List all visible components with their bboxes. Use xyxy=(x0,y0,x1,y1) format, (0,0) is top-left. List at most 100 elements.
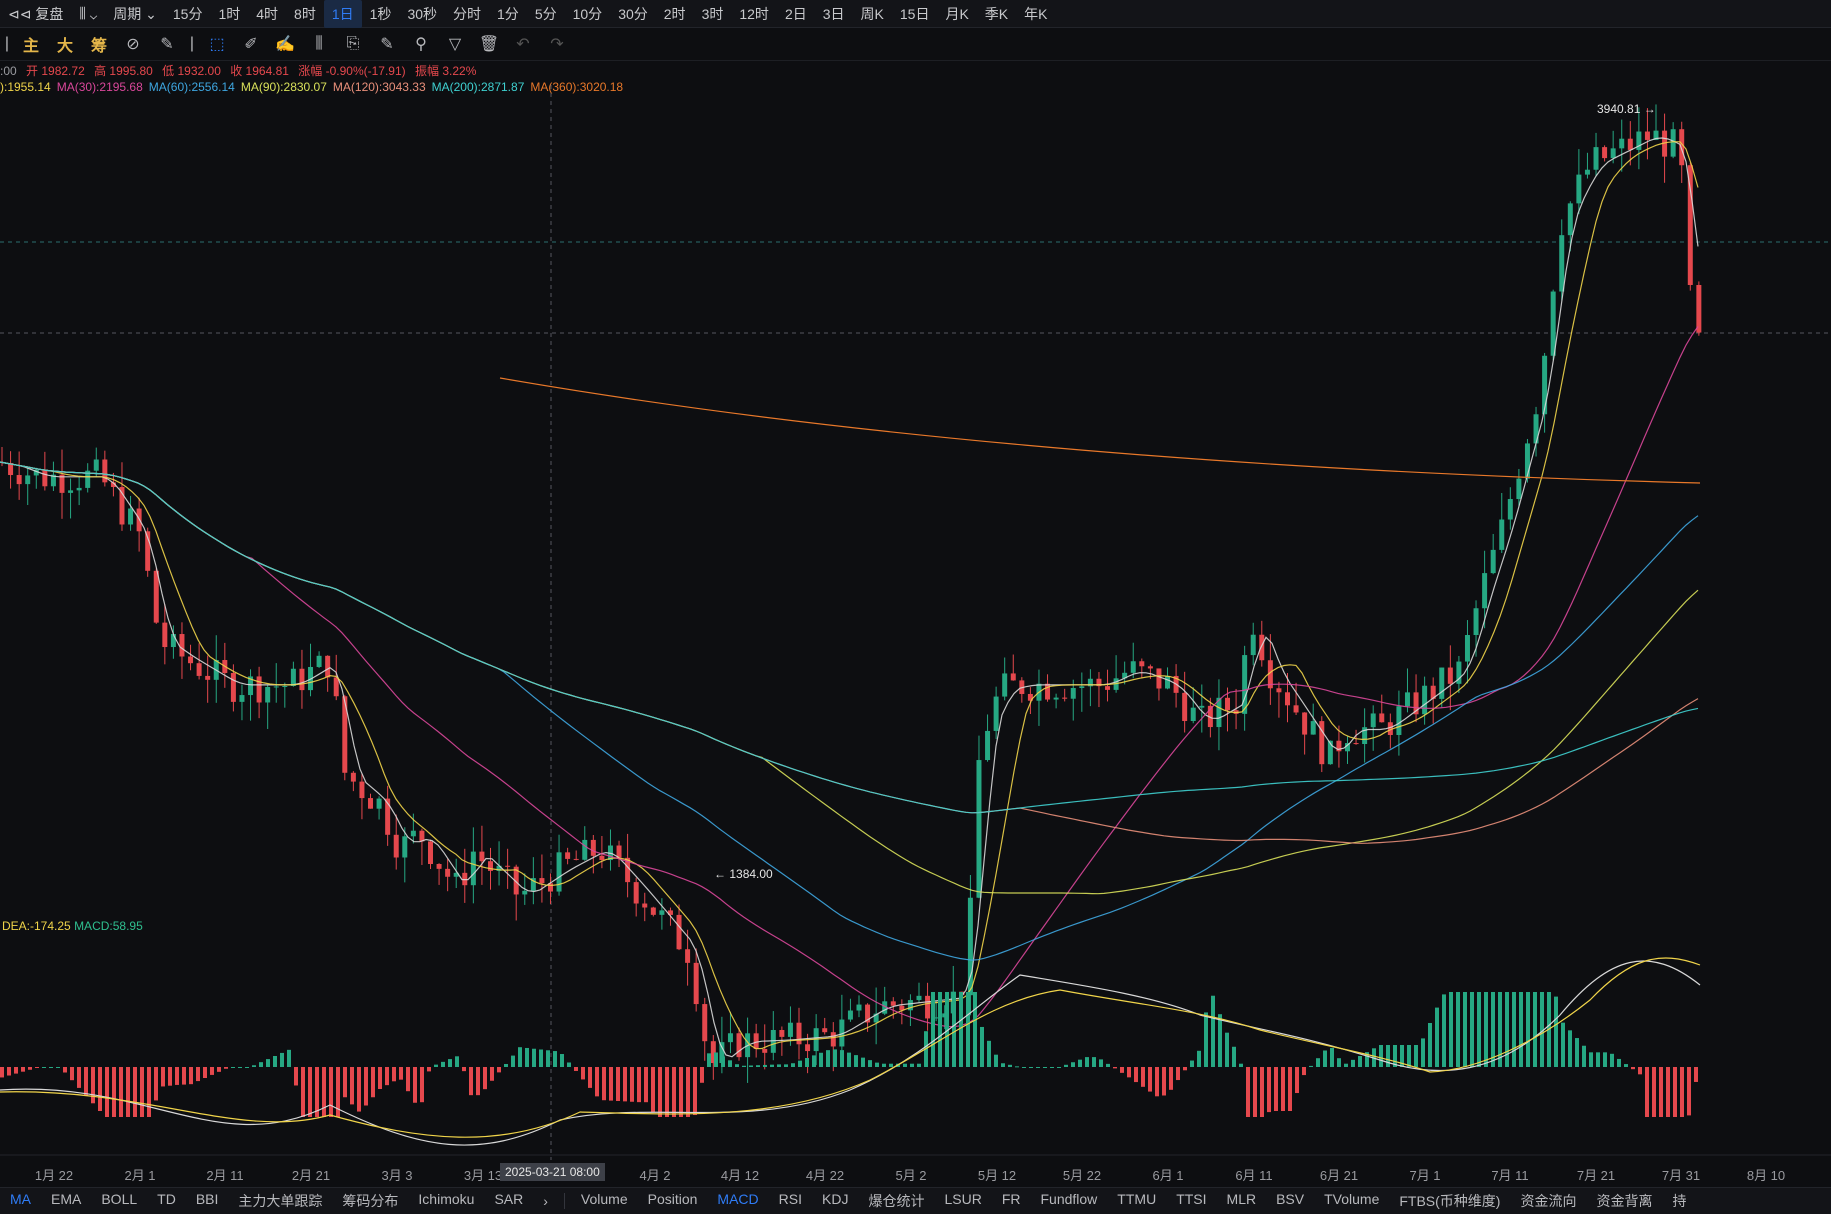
sub-indicator-tab[interactable]: FTBS(币种维度) xyxy=(1399,1193,1501,1209)
macd-bar xyxy=(1085,1057,1089,1067)
sub-indicator-tab[interactable]: Volume xyxy=(580,1191,628,1207)
candle-body xyxy=(822,1028,828,1033)
macd-bar xyxy=(931,992,935,1067)
macd-bar xyxy=(623,1067,627,1102)
sub-indicator-tab[interactable]: LSUR xyxy=(944,1191,982,1207)
candle-body xyxy=(625,857,631,883)
candle-body xyxy=(1276,688,1282,693)
sub-indicator-tab[interactable]: FR xyxy=(1001,1191,1021,1207)
ma-line xyxy=(0,141,1699,1050)
sub-indicator-tab[interactable]: TTSI xyxy=(1176,1191,1207,1207)
main-indicator-tab[interactable]: SAR xyxy=(494,1191,524,1207)
macd-bar xyxy=(28,1067,32,1070)
interval-tab[interactable]: 分时 xyxy=(453,5,482,22)
macd-bar xyxy=(987,1040,991,1067)
interval-tab[interactable]: 1时 xyxy=(218,5,241,22)
note-icon[interactable]: ✎ xyxy=(380,36,394,53)
main-indicator-tab[interactable]: 主力大单跟踪 xyxy=(238,1193,323,1209)
draw-icon[interactable]: ✍ xyxy=(275,36,295,53)
interval-tab[interactable]: 2时 xyxy=(663,5,686,22)
main-indicator-tab[interactable]: Ichimoku xyxy=(418,1191,475,1207)
main-chart-button[interactable]: 主 xyxy=(22,38,39,55)
interval-tab[interactable]: 4时 xyxy=(256,5,279,22)
candle-body xyxy=(33,469,39,476)
sub-indicator-tab[interactable]: TTMU xyxy=(1117,1191,1157,1207)
sub-indicator-tab[interactable]: TVolume xyxy=(1324,1191,1380,1207)
filter-icon[interactable]: ▽ xyxy=(448,36,462,53)
candle-body xyxy=(1259,634,1265,661)
macd-bar xyxy=(1036,1067,1040,1068)
interval-tab[interactable]: 年K xyxy=(1024,5,1048,22)
main-indicator-tab[interactable]: TD xyxy=(157,1191,176,1207)
undo-icon[interactable]: ↶ xyxy=(516,36,530,53)
macd-bar xyxy=(1211,995,1215,1067)
macd-bar xyxy=(1582,1045,1586,1067)
interval-tab[interactable]: 3日 xyxy=(822,5,845,22)
interval-tab[interactable]: 季K xyxy=(984,5,1009,22)
sub-indicator-tab[interactable]: 资金背离 xyxy=(1596,1193,1653,1209)
magic-icon[interactable]: ⚲ xyxy=(415,36,427,53)
candle-body xyxy=(1507,499,1513,520)
replay-button[interactable]: ⊲⊲ 复盘 xyxy=(8,5,64,22)
sub-indicator-tab[interactable]: Position xyxy=(647,1191,698,1207)
sub-indicator-tab[interactable]: BSV xyxy=(1276,1191,1305,1207)
brush-icon[interactable]: ✎ xyxy=(160,36,174,53)
bars-icon[interactable]: ⫼ xyxy=(315,35,323,52)
macd-bar xyxy=(770,1064,774,1067)
copy-icon[interactable]: ⎘ xyxy=(346,35,360,52)
chart-type-dropdown[interactable]: ⫼ ⌄ xyxy=(79,5,98,21)
main-indicator-tab[interactable]: EMA xyxy=(51,1191,82,1207)
sub-indicator-tab[interactable]: MACD xyxy=(717,1191,759,1207)
sub-indicator-tab[interactable]: 资金流向 xyxy=(1520,1193,1577,1209)
macd-bar xyxy=(1449,992,1453,1067)
redo-icon[interactable]: ↷ xyxy=(550,36,564,53)
interval-tab[interactable]: 15分 xyxy=(172,5,203,22)
macd-bar xyxy=(966,992,970,1067)
macd-bar xyxy=(910,1063,914,1067)
candle-body xyxy=(1362,727,1368,745)
sub-indicator-tab[interactable]: KDJ xyxy=(822,1191,849,1207)
trash-icon[interactable]: 🗑 xyxy=(478,36,500,53)
macd-bar xyxy=(812,1055,816,1067)
chip-button[interactable]: 筹 xyxy=(90,38,107,55)
sub-indicator-tab[interactable]: 爆仓统计 xyxy=(868,1193,925,1209)
sub-indicator-tab[interactable]: 持 xyxy=(1672,1193,1687,1209)
interval-tab[interactable]: 10分 xyxy=(572,5,603,22)
ma-value: MA(60):2556.14 xyxy=(148,80,235,94)
candle-body xyxy=(1447,667,1453,684)
sub-indicator-tab[interactable]: RSI xyxy=(778,1191,802,1207)
period-dropdown[interactable]: 周期 ⌄ xyxy=(113,5,157,22)
interval-tab[interactable]: 1分 xyxy=(497,5,519,22)
ohlc-info: :00 开 1982.72 高 1995.80 低 1932.00 收 1964… xyxy=(0,62,482,79)
indicator-icon[interactable]: ⊘ xyxy=(126,36,140,53)
interval-tab[interactable]: 周K xyxy=(860,5,884,22)
main-indicator-tab[interactable]: 筹码分布 xyxy=(342,1193,399,1209)
sub-indicator-tab[interactable]: Fundflow xyxy=(1040,1191,1098,1207)
interval-tab[interactable]: 5分 xyxy=(534,5,557,22)
candle-body xyxy=(359,781,365,799)
interval-tab[interactable]: 月K xyxy=(945,5,969,22)
pencil-icon[interactable]: ✐ xyxy=(244,36,258,53)
candle-body xyxy=(770,1030,776,1053)
candle-body xyxy=(1165,675,1171,689)
low-price-label: ← 1384.00 xyxy=(714,867,773,881)
interval-tab[interactable]: 1日 xyxy=(323,0,362,28)
interval-tab[interactable]: 15日 xyxy=(899,5,930,22)
large-order-button[interactable]: 大 xyxy=(56,38,73,55)
candle-body xyxy=(676,914,682,950)
sub-indicator-tab[interactable]: MLR xyxy=(1226,1191,1257,1207)
interval-tab[interactable]: 1秒 xyxy=(369,5,392,22)
interval-tab[interactable]: 12时 xyxy=(739,5,769,22)
macd-bar xyxy=(175,1067,179,1085)
main-indicator-tab[interactable]: MA xyxy=(10,1191,31,1207)
select-icon[interactable]: ⬚ xyxy=(209,36,225,53)
chevron-right-icon[interactable]: › xyxy=(543,1193,548,1209)
interval-tab[interactable]: 30分 xyxy=(618,5,648,22)
main-indicator-tab[interactable]: BBI xyxy=(195,1191,219,1207)
interval-tab[interactable]: 3时 xyxy=(701,5,724,22)
price-chart[interactable] xyxy=(0,0,1831,1160)
interval-tab[interactable]: 8时 xyxy=(294,5,316,22)
interval-tab[interactable]: 30秒 xyxy=(407,5,438,22)
interval-tab[interactable]: 2日 xyxy=(784,5,807,22)
main-indicator-tab[interactable]: BOLL xyxy=(101,1191,138,1207)
